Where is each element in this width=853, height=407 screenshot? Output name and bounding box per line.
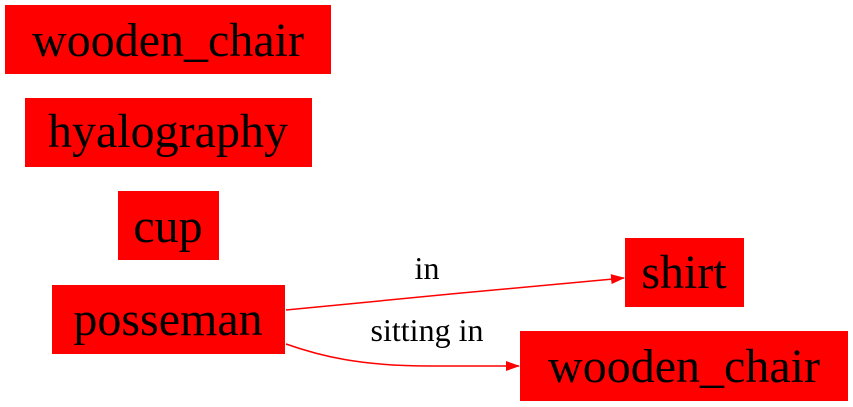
node-posseman: posseman — [52, 285, 285, 354]
node-wooden-chair-bottom-box — [520, 331, 848, 401]
edge-posseman-wooden-chair-label: sitting in — [371, 312, 484, 348]
node-shirt-box — [625, 238, 744, 307]
node-wooden-chair-bottom: wooden_chair — [520, 331, 848, 401]
node-shirt-label: shirt — [641, 246, 727, 299]
node-shirt: shirt — [625, 238, 744, 307]
node-hyalography-box — [25, 98, 312, 167]
node-cup-box — [118, 191, 219, 260]
node-wooden-chair-bottom-label: wooden_chair — [548, 340, 820, 393]
node-posseman-box — [52, 285, 285, 354]
node-wooden-chair-top: wooden_chair — [5, 5, 331, 74]
edge-posseman-shirt-label: in — [415, 250, 440, 286]
node-cup-label: cup — [133, 200, 202, 253]
edge-posseman-wooden-chair: sitting in — [285, 312, 520, 371]
node-hyalography-label: hyalography — [48, 105, 288, 158]
edge-posseman-wooden-chair-line — [285, 343, 520, 371]
node-wooden-chair-top-label: wooden_chair — [32, 14, 304, 67]
node-cup: cup — [118, 191, 219, 260]
node-wooden-chair-top-box — [5, 5, 331, 74]
edge-posseman-shirt-line — [285, 274, 625, 311]
node-hyalography: hyalography — [25, 98, 312, 167]
node-posseman-label: posseman — [73, 293, 262, 346]
edge-posseman-shirt: in — [285, 250, 625, 311]
